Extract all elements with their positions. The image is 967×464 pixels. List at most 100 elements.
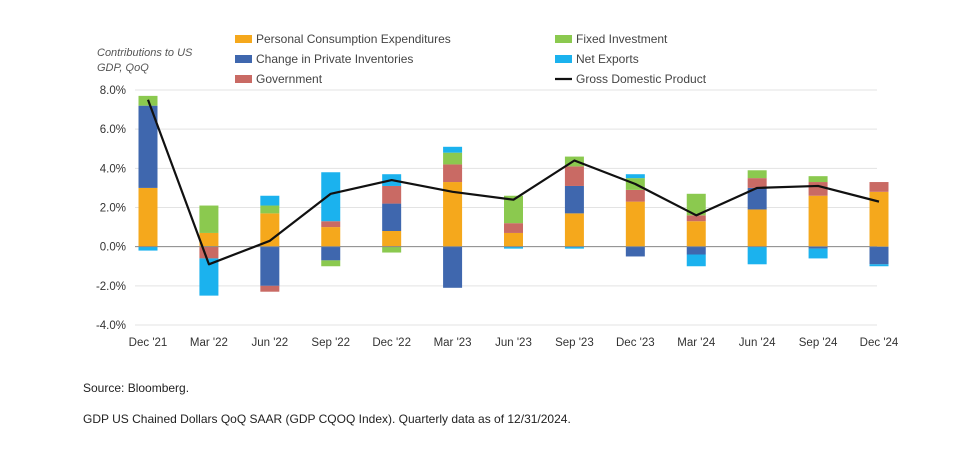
x-tick-label: Jun '22 [251,337,288,349]
legend-swatch [235,55,252,63]
bar-segment-government [382,185,402,204]
x-tick-label: Mar '24 [677,337,716,349]
y-axis-label-line1: Contributions to US [97,47,193,59]
legend-item-personal-consumption-expenditures: Personal Consumption Expenditures [235,32,451,46]
legend-label: Gross Domestic Product [576,72,707,86]
bar-segment-fixed-investment [686,193,706,216]
bar-segment-government [321,221,341,228]
bar-segment-fixed-investment [808,176,828,183]
x-tick-label: Sep '24 [799,337,838,349]
bar-segment-net-exports [686,254,706,267]
bar-segment-net-exports [747,246,767,265]
legend-item-net-exports: Net Exports [555,52,639,66]
bar-segment-fixed-investment [747,170,767,179]
x-tick-label: Mar '23 [434,337,472,349]
bar-stack [564,156,584,249]
footnote: GDP US Chained Dollars QoQ SAAR (GDP CQO… [83,412,571,426]
x-tick-label: Jun '23 [495,337,532,349]
x-tick-label: Jun '24 [739,337,776,349]
bar-segment-net-exports [443,146,463,153]
legend-item-gross-domestic-product: Gross Domestic Product [555,72,707,86]
bar-stack [686,193,706,267]
y-tick-label: 0.0% [100,242,126,254]
x-tick-label: Dec '21 [129,337,168,349]
x-tick-label: Dec '23 [616,337,655,349]
source-note: Source: Bloomberg. [83,381,190,395]
y-tick-label: 2.0% [100,203,126,215]
bar-segment-fixed-investment [504,195,523,224]
bar-stack [504,195,523,249]
bar-segment-personal-consumption-expenditures [321,227,341,247]
y-axis-label-line2: GDP, QoQ [97,62,149,74]
bar-stack [443,146,463,288]
bar-segment-change-in-private-inventories [382,203,402,231]
bar-segment-change-in-private-inventories [138,105,158,188]
legend-label: Fixed Investment [576,32,668,46]
bar-stack [747,170,767,265]
bar-segment-net-exports [625,174,645,179]
legend-label: Change in Private Inventories [256,52,413,66]
bar-stack [382,174,402,253]
gdp-contributions-chart: Contributions to US GDP, QoQ 8.0% 6.0% 4.0… [96,32,899,349]
legend-item-change-in-private-inventories: Change in Private Inventories [235,52,413,66]
bar-segment-net-exports [260,195,280,206]
y-tick-label: 6.0% [100,124,126,136]
bar-segment-change-in-private-inventories [443,246,463,288]
x-tick-label: Sep '23 [555,337,594,349]
bar-segment-change-in-private-inventories [260,246,280,286]
gdp-line-series [146,99,880,266]
bar-series [138,95,889,296]
bar-segment-personal-consumption-expenditures [869,191,889,247]
bar-stack [808,176,828,259]
bar-segment-personal-consumption-expenditures [564,213,584,247]
bar-segment-net-exports [564,246,584,249]
bar-segment-change-in-private-inventories [321,246,341,261]
x-axis-ticks: Dec '21 Mar '22 Jun '22 Sep '22 Dec '22 Mar '… [129,337,899,349]
y-axis-label: Contributions to US GDP, QoQ [97,47,193,74]
bar-segment-personal-consumption-expenditures [625,201,645,247]
x-tick-label: Sep '22 [311,337,350,349]
bar-segment-change-in-private-inventories [686,246,706,255]
bar-segment-fixed-investment [443,152,463,165]
bar-segment-change-in-private-inventories [625,246,645,257]
bar-segment-government [260,285,280,292]
x-tick-label: Mar '22 [190,337,228,349]
legend-swatch [235,75,252,83]
legend: Personal Consumption Expenditures Change … [235,32,707,86]
bar-segment-net-exports [504,246,523,249]
bar-segment-government [686,215,706,222]
legend-label: Net Exports [576,52,639,66]
bar-segment-government [747,178,767,188]
bar-stack [321,172,341,267]
bar-segment-personal-consumption-expenditures [199,232,219,247]
x-tick-label: Dec '24 [860,337,899,349]
bar-segment-government [564,166,584,186]
bar-segment-personal-consumption-expenditures [808,195,828,247]
bar-segment-personal-consumption-expenditures [138,187,158,247]
legend-item-fixed-investment: Fixed Investment [555,32,668,46]
bar-segment-fixed-investment [199,205,219,233]
x-tick-label: Dec '22 [372,337,411,349]
bar-segment-fixed-investment [321,260,341,267]
bar-segment-government [869,182,889,192]
bar-segment-change-in-private-inventories [564,185,584,214]
bar-segment-government [504,223,523,233]
bar-segment-net-exports [138,246,158,251]
bar-stack [869,182,889,267]
bar-segment-personal-consumption-expenditures [504,232,523,247]
bar-segment-personal-consumption-expenditures [443,182,463,247]
legend-label: Government [256,72,323,86]
bar-segment-personal-consumption-expenditures [686,221,706,247]
y-tick-label: 8.0% [100,85,126,97]
y-tick-label: -2.0% [96,281,126,293]
legend-swatch [555,55,572,63]
bar-segment-net-exports [321,172,341,222]
legend-label: Personal Consumption Expenditures [256,32,451,46]
bar-segment-government [199,246,219,259]
bar-stack [199,205,219,296]
bar-segment-government [808,182,828,196]
bar-segment-net-exports [808,248,828,259]
bar-segment-personal-consumption-expenditures [382,231,402,247]
bar-segment-personal-consumption-expenditures [747,209,767,247]
bar-segment-change-in-private-inventories [747,187,767,210]
